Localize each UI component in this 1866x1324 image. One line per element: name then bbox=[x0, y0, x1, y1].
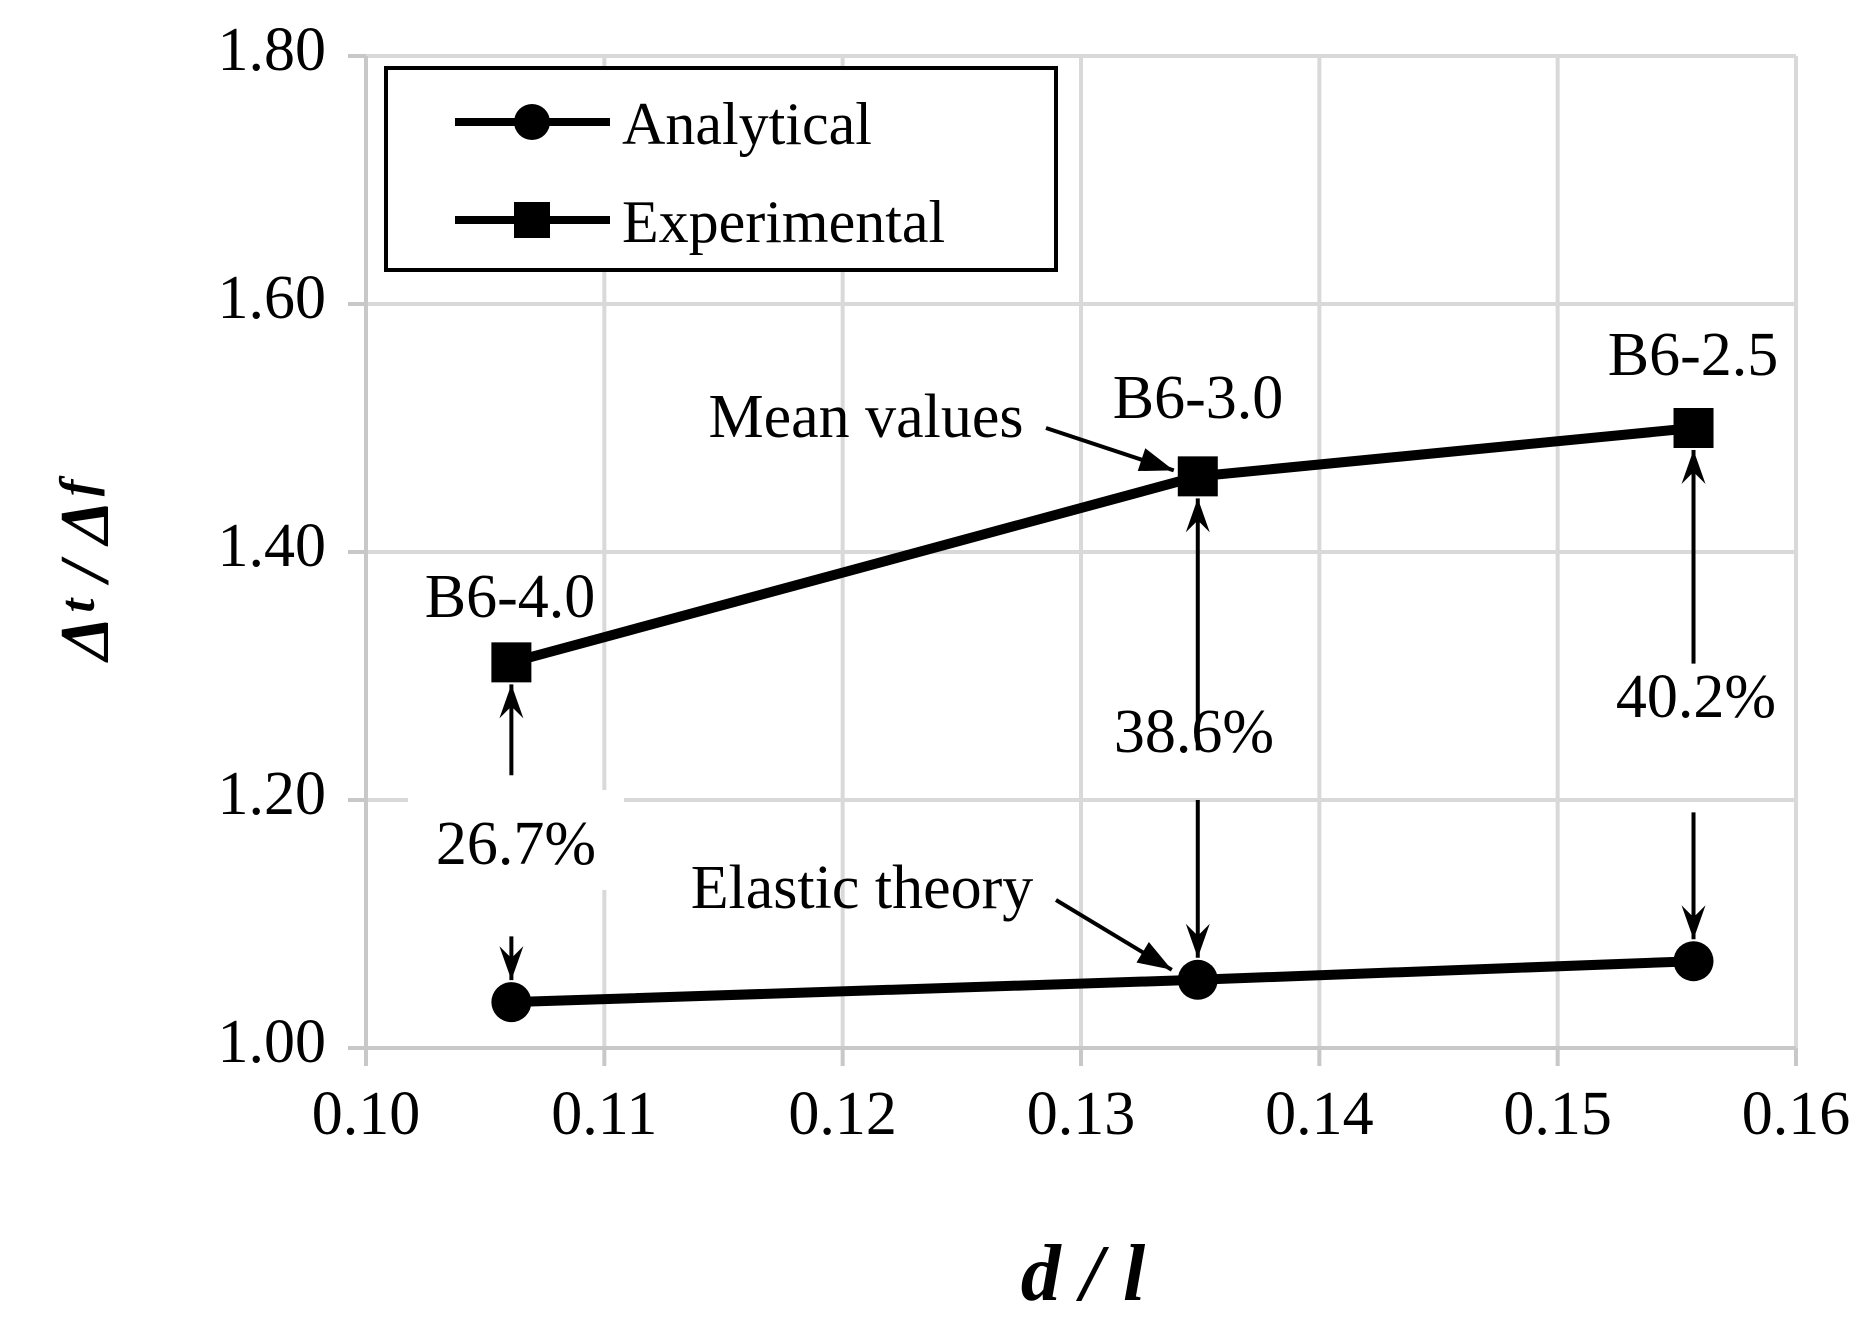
legend-label-analytical: Analytical bbox=[622, 91, 872, 157]
x-axis-title: d / l bbox=[1021, 1230, 1146, 1318]
x-tick-label: 0.14 bbox=[1265, 1080, 1374, 1148]
specimen-label-b6-4: B6-4.0 bbox=[425, 563, 596, 631]
mean-values-leader-head bbox=[1137, 448, 1174, 472]
data-point-analytical bbox=[1673, 941, 1714, 982]
difference-label-26: 26.7% bbox=[436, 810, 596, 878]
difference-label-40: 40.2% bbox=[1616, 663, 1776, 731]
annotations: B6-4.0 B6-3.0 B6-2.5 26.7% 38.6% 40.2% M… bbox=[408, 321, 1778, 922]
label-background bbox=[408, 790, 624, 890]
difference-label-38: 38.6% bbox=[1114, 698, 1274, 766]
legend-marker-experimental bbox=[514, 202, 550, 238]
x-tick-label: 0.12 bbox=[788, 1080, 897, 1148]
specimen-label-b6-2-5: B6-2.5 bbox=[1608, 321, 1779, 389]
y-axis-title: Δt / Δf bbox=[47, 475, 124, 663]
x-tick-label: 0.15 bbox=[1503, 1080, 1612, 1148]
y-axis-title-sub-f: f bbox=[49, 475, 105, 496]
x-tick-labels: 0.10 0.11 0.12 0.13 0.14 0.15 0.16 bbox=[312, 1080, 1851, 1148]
difference-arrow-down-head bbox=[1681, 905, 1706, 940]
difference-arrow-down-head bbox=[1185, 923, 1210, 958]
difference-arrow-up-head bbox=[499, 684, 524, 719]
mean-values-label: Mean values bbox=[708, 383, 1023, 451]
y-axis-title-sub-t: t bbox=[49, 597, 105, 613]
series bbox=[491, 408, 1714, 1023]
elastic-theory-leader-head bbox=[1136, 941, 1172, 970]
y-tick-labels: 1.00 1.20 1.40 1.60 1.80 bbox=[218, 16, 327, 1076]
elastic-theory-label: Elastic theory bbox=[691, 854, 1034, 922]
difference-arrow-down-head bbox=[499, 946, 524, 981]
y-axis-title-delta: Δ bbox=[47, 617, 124, 664]
axes bbox=[348, 54, 1798, 1066]
y-tick-label: 1.60 bbox=[218, 264, 327, 332]
legend-label-experimental: Experimental bbox=[622, 189, 945, 255]
annotation-arrows bbox=[499, 426, 1706, 981]
difference-arrow-up-head bbox=[1681, 450, 1706, 484]
data-point-experimental bbox=[1177, 456, 1218, 497]
x-tick-label: 0.16 bbox=[1742, 1080, 1851, 1148]
x-tick-label: 0.13 bbox=[1027, 1080, 1136, 1148]
data-point-experimental bbox=[1673, 408, 1714, 448]
specimen-label-b6-3: B6-3.0 bbox=[1113, 364, 1284, 432]
data-point-experimental bbox=[491, 642, 532, 683]
legend: Analytical Experimental bbox=[384, 66, 1058, 272]
difference-arrow-up-head bbox=[1185, 498, 1210, 533]
series-line-experimental bbox=[510, 423, 1695, 668]
data-point-analytical bbox=[1177, 959, 1218, 1000]
y-tick-label: 1.80 bbox=[218, 16, 327, 84]
series-line-analytical bbox=[511, 956, 1694, 1008]
y-tick-label: 1.00 bbox=[218, 1008, 327, 1076]
data-point-analytical bbox=[491, 982, 532, 1023]
x-tick-label: 0.10 bbox=[312, 1080, 421, 1148]
y-axis-title-separator: / bbox=[47, 544, 124, 598]
legend-marker-analytical bbox=[514, 104, 550, 140]
x-tick-label: 0.11 bbox=[551, 1080, 657, 1148]
y-tick-label: 1.20 bbox=[218, 760, 327, 828]
y-axis-title-delta-2: Δ bbox=[47, 500, 124, 547]
legend-box bbox=[384, 66, 1058, 272]
y-tick-label: 1.40 bbox=[218, 512, 327, 580]
